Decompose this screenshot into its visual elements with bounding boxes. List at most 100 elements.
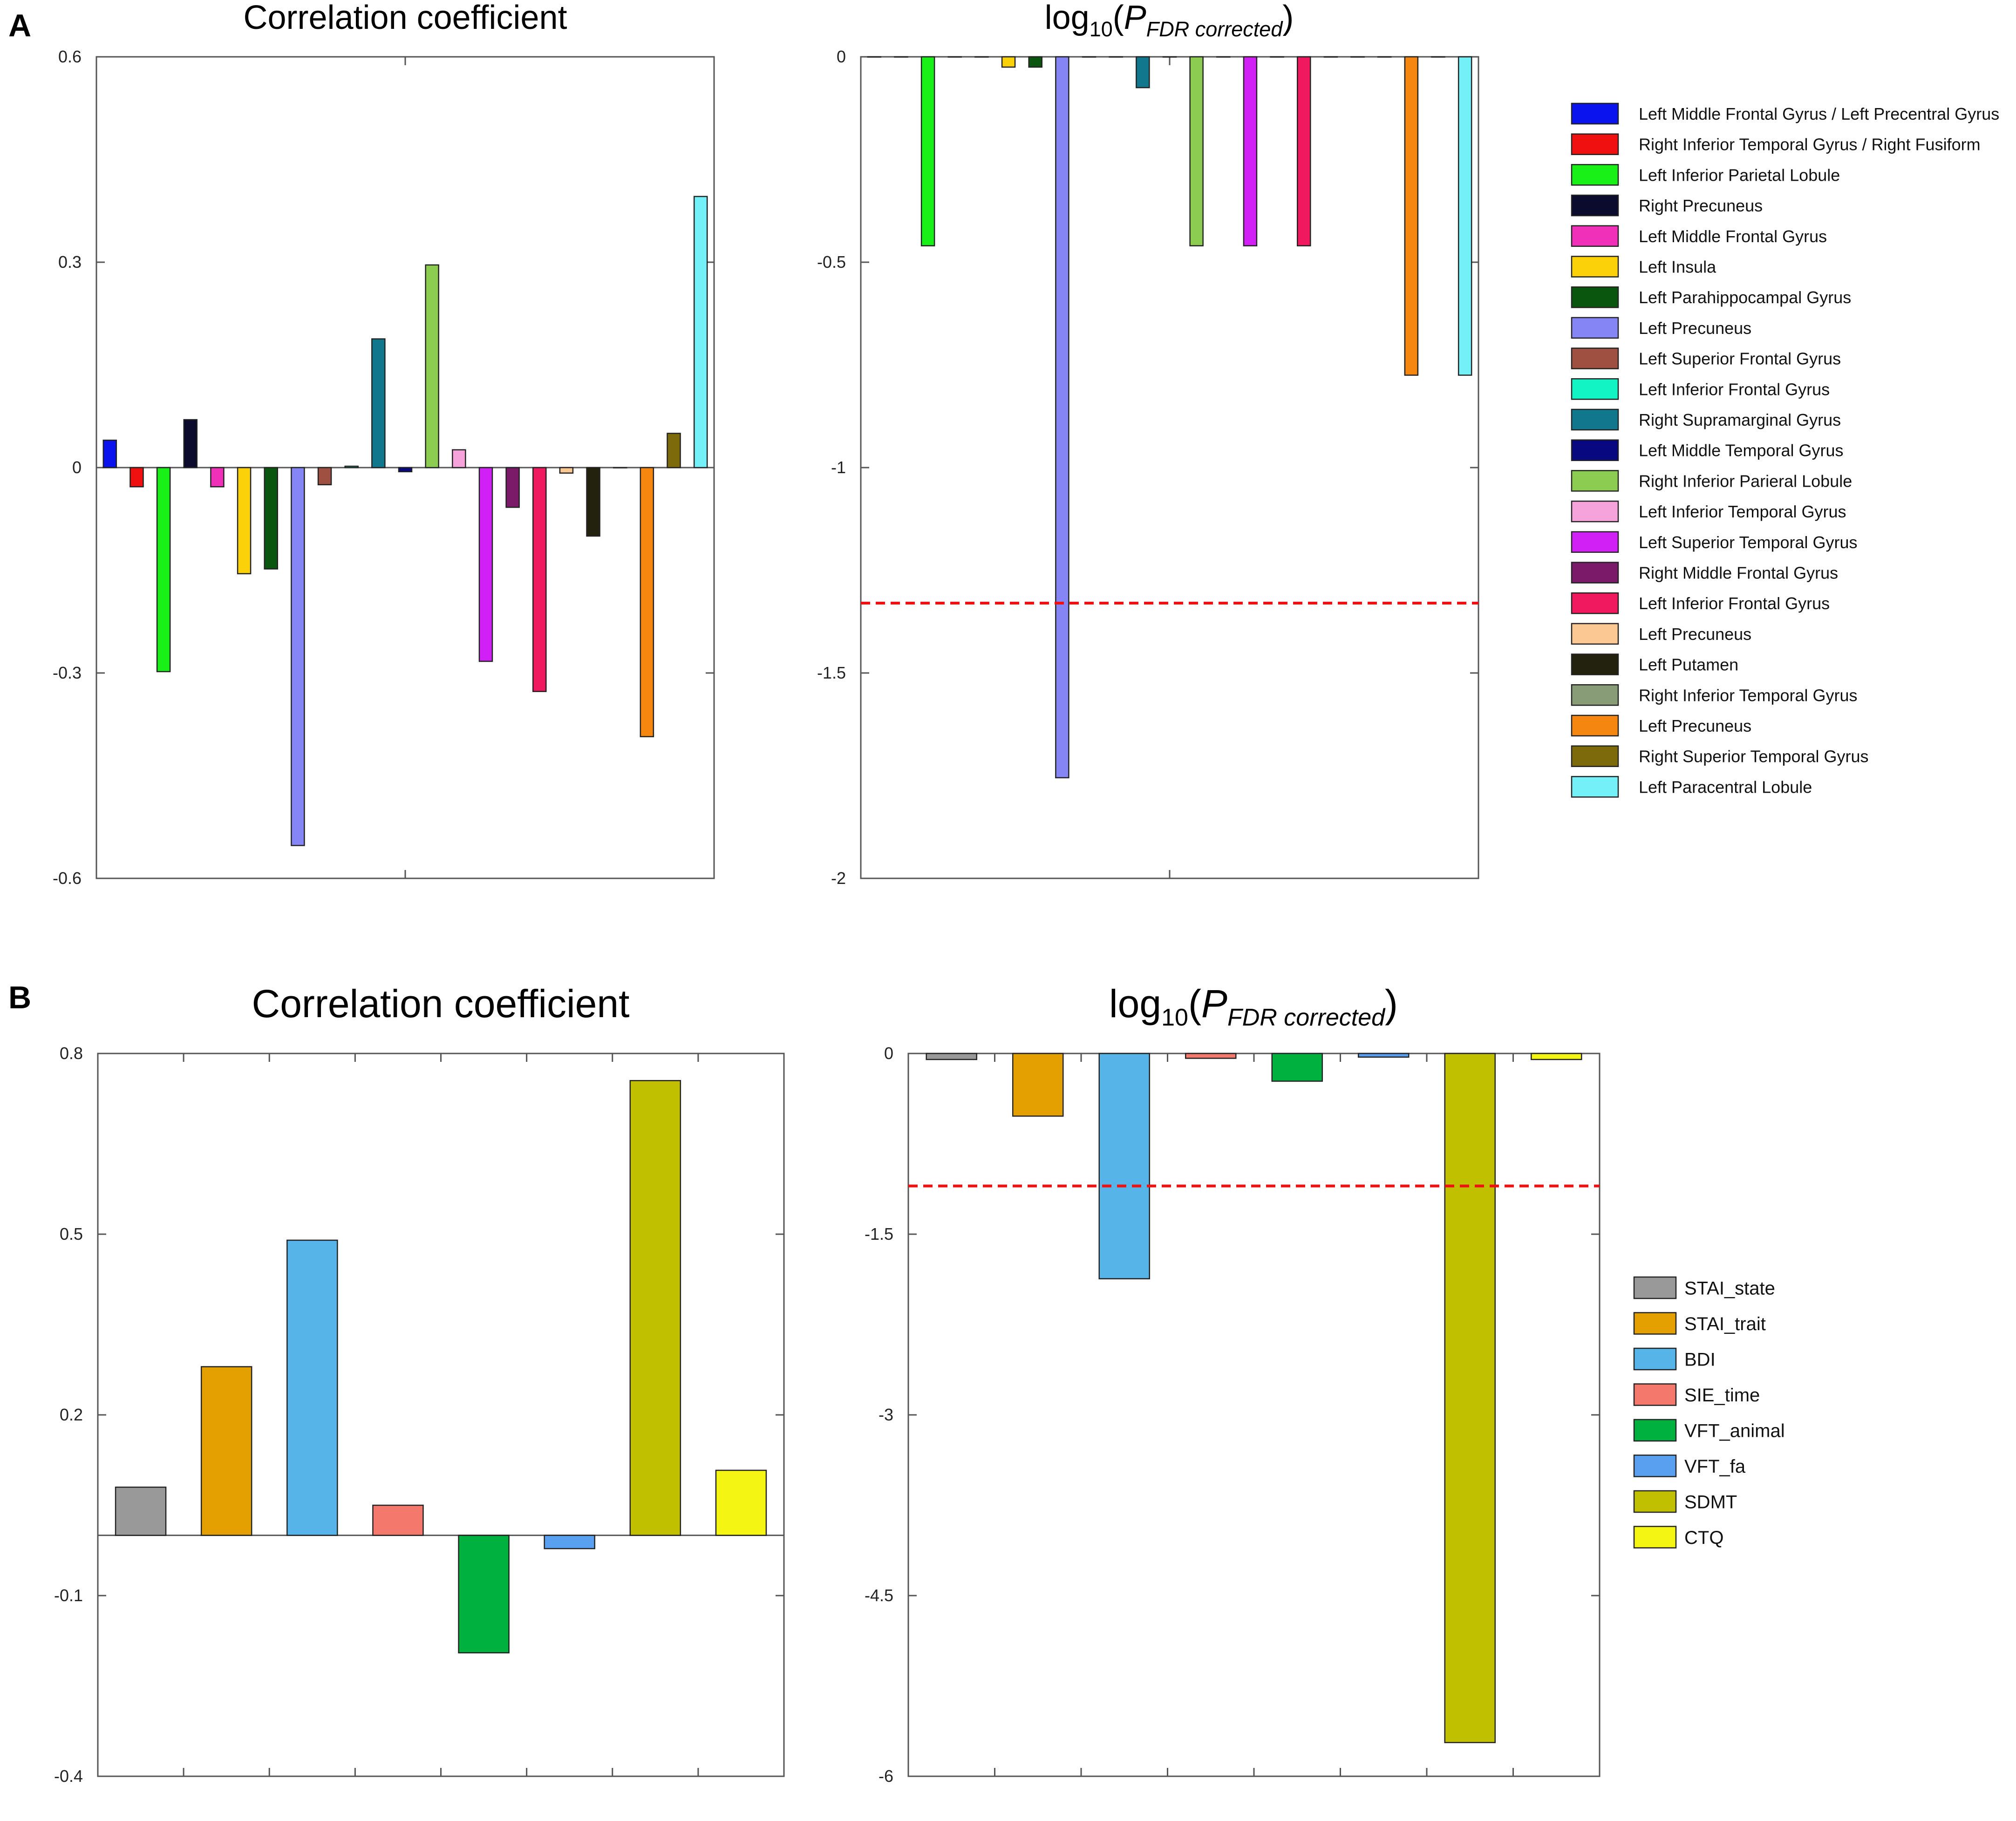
legend-b-label-7: CTQ bbox=[1684, 1528, 1723, 1548]
a-logp-title-paren-close: ) bbox=[1282, 0, 1294, 36]
a-logp-bar-16 bbox=[1297, 56, 1311, 246]
legend-b-swatch-0 bbox=[1633, 1276, 1677, 1299]
legend-a-label-16: Left Inferior Frontal Gyrus bbox=[1639, 594, 1830, 613]
a-corr-bar-4 bbox=[210, 467, 225, 488]
a-logp-ytick-label: -0.5 bbox=[817, 252, 846, 272]
legend-a-label-6: Left Parahippocampal Gyrus bbox=[1639, 288, 1851, 307]
b-logp-bar-3 bbox=[1185, 1053, 1237, 1059]
b-logp-ytick-label: -6 bbox=[879, 1767, 893, 1786]
a-logp-bar-12 bbox=[1189, 56, 1204, 246]
a-corr-bar-12 bbox=[425, 264, 439, 469]
a-logp-bar-20 bbox=[1404, 56, 1419, 376]
legend-a-swatch-3 bbox=[1571, 194, 1619, 217]
a-logp-bar-22 bbox=[1458, 56, 1472, 376]
legend-a-label-0: Left Middle Frontal Gyrus / Left Precent… bbox=[1639, 104, 1999, 123]
a-corr-bar-22 bbox=[693, 196, 708, 469]
legend-a-swatch-13 bbox=[1571, 500, 1619, 523]
legend-b-label-0: STAI_state bbox=[1684, 1278, 1775, 1298]
b-corr-bar-1 bbox=[200, 1366, 252, 1536]
a-corr-bar-13 bbox=[452, 449, 466, 469]
b-logp-bar-1 bbox=[1012, 1053, 1064, 1117]
legend-a-label-2: Left Inferior Parietal Lobule bbox=[1639, 165, 1840, 184]
legend-a-swatch-6 bbox=[1571, 286, 1619, 308]
legend-a-swatch-11 bbox=[1571, 439, 1619, 461]
a-corr-bar-16 bbox=[532, 467, 547, 692]
b-logp-ytick-label: -4.5 bbox=[865, 1586, 893, 1605]
a-logp-bar-10 bbox=[1136, 56, 1150, 88]
legend-a-swatch-1 bbox=[1571, 133, 1619, 155]
a-corr-bar-8 bbox=[317, 467, 332, 485]
panel-a-label: A bbox=[8, 8, 31, 43]
a-logp-plot-frame bbox=[860, 56, 1479, 879]
b-logp-title-sub: 10 bbox=[1161, 1004, 1188, 1031]
legend-a-label-17: Left Precuneus bbox=[1639, 625, 1751, 644]
a-logp-bar-2 bbox=[920, 56, 935, 246]
a-corr-ytick-label: 0.6 bbox=[58, 47, 82, 66]
a-corr-ytick-label: 0.3 bbox=[58, 252, 82, 272]
a-logp-title: log10(PFDR corrected) bbox=[1045, 0, 1294, 41]
legend-a-label-20: Left Precuneus bbox=[1639, 716, 1751, 735]
b-corr-bar-4 bbox=[458, 1535, 510, 1654]
b-logp-bar-6 bbox=[1444, 1053, 1496, 1743]
legend-a-swatch-16 bbox=[1571, 592, 1619, 614]
b-logp-title-log: log bbox=[1109, 982, 1161, 1026]
legend-a-swatch-15 bbox=[1571, 562, 1619, 584]
a-corr-ytick-label: -0.3 bbox=[53, 663, 82, 682]
panel-b-label: B bbox=[8, 980, 31, 1015]
a-logp-ytick-label: -1.5 bbox=[817, 663, 846, 682]
legend-a-label-13: Left Inferior Temporal Gyrus bbox=[1639, 502, 1846, 521]
a-corr-bar-11 bbox=[398, 467, 413, 473]
b-corr-ytick-label: 0.8 bbox=[60, 1044, 83, 1063]
legend-b-swatch-4 bbox=[1633, 1419, 1677, 1442]
legend-b-swatch-7 bbox=[1633, 1526, 1677, 1549]
a-corr-bar-17 bbox=[559, 467, 574, 474]
a-corr-bar-20 bbox=[640, 467, 654, 737]
legend-b: STAI_state STAI_trait BDI SIE_time VFT_anima… bbox=[1633, 1276, 1785, 1549]
a-corr-bar-9 bbox=[344, 465, 359, 469]
a-corr-bar-18 bbox=[586, 467, 600, 537]
b-corr-chart: Correlation coefficient -0.4 -0.1 0.2 0.5 0.8 bbox=[54, 982, 785, 1786]
legend-a-label-3: Right Precuneus bbox=[1639, 196, 1763, 215]
b-logp-title-psub: FDR corrected bbox=[1227, 1004, 1386, 1031]
b-logp-title-paren-close: ) bbox=[1385, 982, 1398, 1026]
legend-b-label-5: VFT_fa bbox=[1684, 1456, 1746, 1477]
b-logp-ytick-label: -1.5 bbox=[865, 1224, 893, 1243]
a-logp-bar-7 bbox=[1055, 56, 1069, 779]
b-corr-ytick-label: -0.4 bbox=[54, 1767, 83, 1786]
b-logp-ytick-label: -3 bbox=[879, 1405, 893, 1424]
legend-b-swatch-2 bbox=[1633, 1347, 1677, 1371]
b-corr-bar-5 bbox=[544, 1535, 595, 1549]
legend-a-label-15: Right Middle Frontal Gyrus bbox=[1639, 563, 1838, 582]
a-corr-bar-5 bbox=[237, 467, 252, 575]
a-corr-title: Correlation coefficient bbox=[243, 0, 567, 36]
a-corr-bar-14 bbox=[478, 467, 493, 662]
legend-a-swatch-19 bbox=[1571, 684, 1619, 706]
legend-a-swatch-7 bbox=[1571, 317, 1619, 339]
legend-b-swatch-1 bbox=[1633, 1312, 1677, 1335]
b-corr-ytick-label: -0.1 bbox=[54, 1586, 83, 1605]
b-logp-ytick-label: 0 bbox=[884, 1044, 893, 1063]
a-corr-ytick-label: 0 bbox=[72, 458, 82, 477]
b-corr-ytick-label: 0.2 bbox=[60, 1405, 83, 1424]
legend-a-label-4: Left Middle Frontal Gyrus bbox=[1639, 227, 1827, 246]
b-corr-bar-6 bbox=[629, 1080, 681, 1536]
b-logp-chart: log10(PFDR corrected) -6 -4.5 -3 -1.5 0 bbox=[865, 982, 1601, 1786]
legend-a-label-11: Left Middle Temporal Gyrus bbox=[1639, 441, 1844, 460]
b-logp-title-p: P bbox=[1201, 982, 1227, 1026]
legend-a-swatch-17 bbox=[1571, 623, 1619, 645]
b-corr-bar-2 bbox=[286, 1239, 338, 1536]
a-corr-bar-15 bbox=[505, 467, 520, 508]
legend-a-label-1: Right Inferior Temporal Gyrus / Right Fu… bbox=[1639, 135, 1981, 154]
a-logp-title-sub: 10 bbox=[1090, 17, 1113, 41]
legend-a-label-12: Right Inferior Parieral Lobule bbox=[1639, 471, 1852, 490]
b-corr-bar-3 bbox=[372, 1504, 424, 1536]
b-corr-bar-0 bbox=[115, 1486, 167, 1536]
legend-a-swatch-12 bbox=[1571, 470, 1619, 492]
b-corr-ytick-label: 0.5 bbox=[60, 1224, 83, 1243]
legend-a-label-22: Left Paracentral Lobule bbox=[1639, 777, 1812, 796]
legend-b-swatch-6 bbox=[1633, 1490, 1677, 1513]
a-logp-chart: log10(PFDR corrected) -2 -1.5 -1 -0.5 0 bbox=[817, 0, 1479, 888]
legend-a-swatch-5 bbox=[1571, 256, 1619, 278]
legend-a-label-19: Right Inferior Temporal Gyrus bbox=[1639, 686, 1858, 705]
